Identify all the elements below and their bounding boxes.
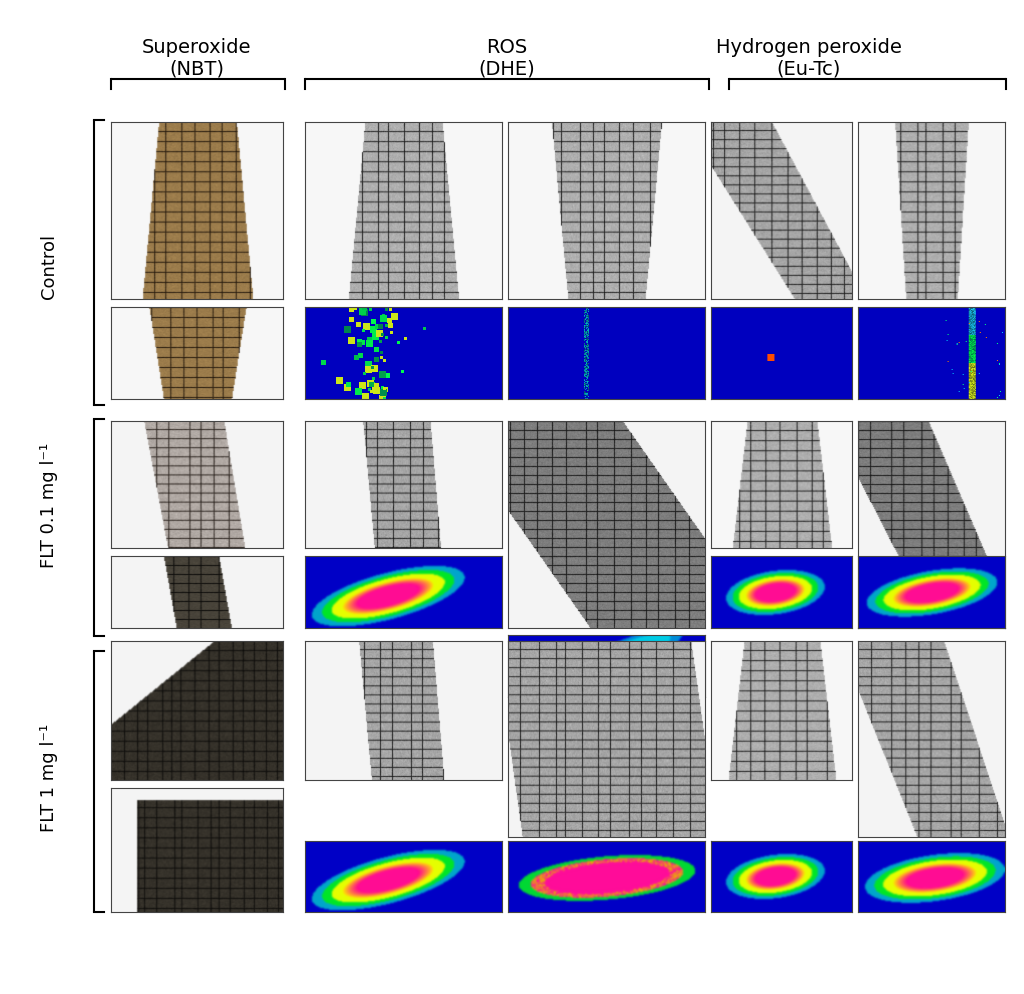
Text: Control: Control (40, 234, 58, 299)
Text: Hydrogen peroxide
(Eu-Tc): Hydrogen peroxide (Eu-Tc) (716, 38, 902, 79)
Text: ROS
(DHE): ROS (DHE) (478, 38, 536, 79)
Text: FLT 1 mg l⁻¹: FLT 1 mg l⁻¹ (40, 724, 58, 831)
Text: FLT 0.1 mg l⁻¹: FLT 0.1 mg l⁻¹ (40, 442, 58, 568)
Text: Superoxide
(NBT): Superoxide (NBT) (142, 38, 251, 79)
